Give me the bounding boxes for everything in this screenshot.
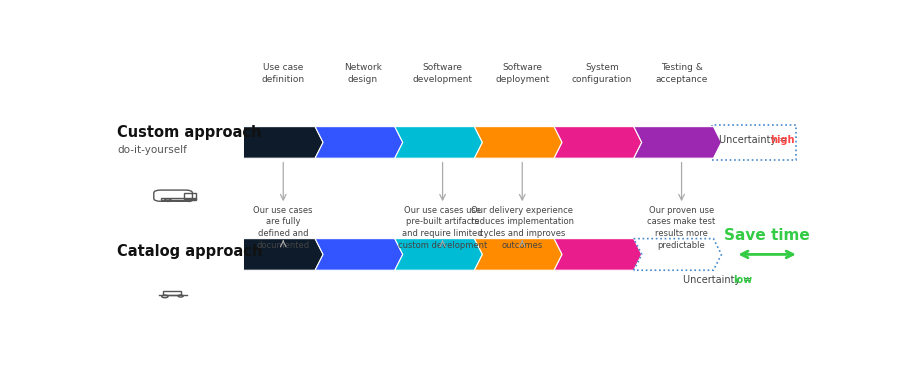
Polygon shape <box>395 126 483 158</box>
Text: Save time: Save time <box>724 228 810 243</box>
Text: Use case
definition: Use case definition <box>262 63 305 84</box>
Text: Uncertainty =: Uncertainty = <box>719 135 791 145</box>
Text: Our delivery experience
reduces implementation
cycles and improves
outcomes: Our delivery experience reduces implemen… <box>471 206 574 250</box>
Text: System
configuration: System configuration <box>571 63 632 84</box>
Text: Software
development: Software development <box>413 63 473 84</box>
Polygon shape <box>315 239 403 270</box>
Polygon shape <box>243 239 323 270</box>
Text: Software
deployment: Software deployment <box>495 63 550 84</box>
Polygon shape <box>554 239 642 270</box>
Polygon shape <box>474 239 562 270</box>
Polygon shape <box>554 126 642 158</box>
Text: high: high <box>770 135 795 145</box>
Polygon shape <box>315 126 403 158</box>
Text: Testing &
acceptance: Testing & acceptance <box>656 63 707 84</box>
Polygon shape <box>474 126 562 158</box>
Text: low: low <box>734 275 753 285</box>
Text: Our proven use
cases make test
results more
predictable: Our proven use cases make test results m… <box>648 206 716 250</box>
Text: Custom approach: Custom approach <box>117 125 261 140</box>
Polygon shape <box>634 126 721 158</box>
Text: Uncertainty =: Uncertainty = <box>683 275 755 285</box>
Text: do-it-yourself: do-it-yourself <box>117 145 187 154</box>
Polygon shape <box>243 126 323 158</box>
Text: Catalog approach: Catalog approach <box>117 244 262 259</box>
Text: Our use cases use
pre-built artifacts
and require limited
custom development: Our use cases use pre-built artifacts an… <box>398 206 487 250</box>
Text: Our use cases
are fully
defined and
documented: Our use cases are fully defined and docu… <box>253 206 313 250</box>
Text: Network
design: Network design <box>344 63 382 84</box>
Polygon shape <box>395 239 483 270</box>
